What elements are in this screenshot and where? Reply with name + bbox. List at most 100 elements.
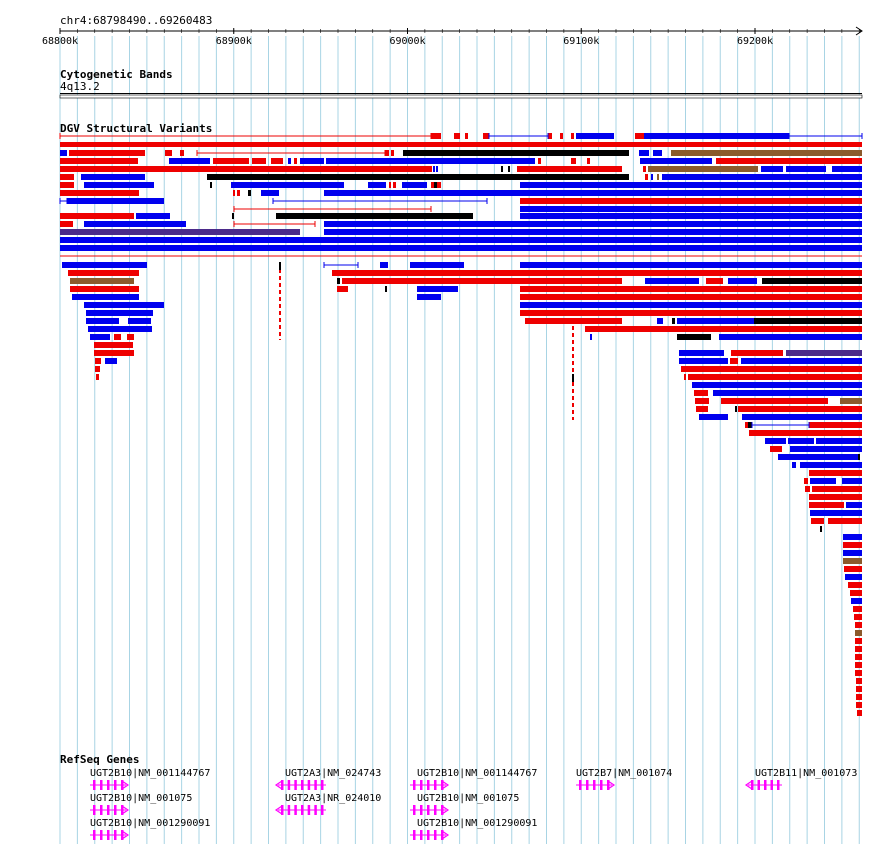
- sv-feature[interactable]: [845, 574, 862, 580]
- sv-feature[interactable]: [465, 133, 468, 139]
- sv-feature[interactable]: [434, 182, 437, 188]
- sv-feature[interactable]: [748, 422, 752, 428]
- sv-feature[interactable]: [590, 334, 592, 340]
- sv-feature[interactable]: [389, 182, 391, 188]
- sv-feature[interactable]: [645, 278, 699, 284]
- sv-feature[interactable]: [60, 221, 73, 227]
- sv-feature[interactable]: [417, 294, 441, 300]
- sv-feature[interactable]: [681, 366, 862, 372]
- sv-feature[interactable]: [520, 286, 862, 292]
- sv-feature[interactable]: [60, 190, 139, 196]
- sv-feature[interactable]: [520, 310, 862, 316]
- sv-feature[interactable]: [571, 158, 576, 164]
- sv-feature[interactable]: [840, 398, 862, 404]
- sv-feature[interactable]: [728, 278, 757, 284]
- sv-feature[interactable]: [792, 462, 796, 468]
- sv-feature[interactable]: [324, 229, 862, 235]
- sv-feature[interactable]: [60, 245, 862, 251]
- gene-model[interactable]: [274, 805, 326, 815]
- sv-feature[interactable]: [855, 622, 862, 628]
- sv-feature[interactable]: [454, 133, 460, 139]
- sv-feature[interactable]: [809, 422, 862, 428]
- gene-model[interactable]: [744, 780, 782, 790]
- sv-feature[interactable]: [855, 646, 862, 652]
- sv-feature[interactable]: [855, 662, 862, 668]
- sv-feature[interactable]: [252, 158, 266, 164]
- sv-feature[interactable]: [81, 174, 145, 180]
- sv-feature[interactable]: [576, 133, 614, 139]
- cytoband-band[interactable]: [59, 94, 863, 99]
- sv-feature[interactable]: [854, 614, 862, 620]
- sv-feature[interactable]: [856, 686, 862, 692]
- sv-feature[interactable]: [90, 334, 110, 340]
- sv-feature[interactable]: [86, 310, 153, 316]
- sv-feature[interactable]: [790, 446, 862, 452]
- gene-label[interactable]: UGT2B10|NM_001075: [417, 793, 519, 804]
- sv-feature[interactable]: [403, 150, 629, 156]
- sv-feature[interactable]: [731, 350, 783, 356]
- sv-feature[interactable]: [754, 318, 862, 324]
- sv-feature[interactable]: [721, 398, 828, 404]
- sv-feature[interactable]: [651, 174, 653, 180]
- sv-feature[interactable]: [856, 694, 862, 700]
- sv-feature[interactable]: [804, 478, 808, 484]
- sv-feature[interactable]: [213, 158, 249, 164]
- sv-feature[interactable]: [855, 638, 862, 644]
- sv-feature[interactable]: [332, 270, 862, 276]
- sv-feature[interactable]: [417, 286, 458, 292]
- gene-label[interactable]: UGT2A3|NR_024010: [285, 793, 381, 804]
- sv-feature[interactable]: [805, 486, 810, 492]
- sv-feature[interactable]: [520, 302, 862, 308]
- sv-feature[interactable]: [520, 294, 862, 300]
- sv-feature[interactable]: [671, 150, 862, 156]
- sv-feature[interactable]: [770, 446, 782, 452]
- sv-feature[interactable]: [809, 470, 862, 476]
- sv-feature[interactable]: [786, 350, 862, 356]
- sv-feature[interactable]: [410, 262, 464, 268]
- sv-feature[interactable]: [811, 518, 824, 524]
- sv-feature[interactable]: [525, 318, 622, 324]
- sv-feature[interactable]: [380, 262, 388, 268]
- sv-feature[interactable]: [706, 278, 723, 284]
- sv-feature[interactable]: [237, 190, 240, 196]
- sv-feature[interactable]: [94, 350, 134, 356]
- sv-feature[interactable]: [585, 326, 862, 332]
- sv-feature[interactable]: [816, 438, 862, 444]
- sv-feature[interactable]: [856, 702, 862, 708]
- sv-feature[interactable]: [857, 710, 862, 716]
- sv-feature[interactable]: [294, 158, 297, 164]
- gene-label[interactable]: UGT2B10|NM_001075: [90, 793, 192, 804]
- gene-model[interactable]: [576, 780, 616, 790]
- sv-feature[interactable]: [560, 133, 563, 139]
- sv-feature[interactable]: [385, 286, 387, 292]
- sv-feature[interactable]: [84, 302, 164, 308]
- sv-feature[interactable]: [679, 350, 724, 356]
- sv-feature[interactable]: [745, 422, 748, 428]
- gene-label[interactable]: UGT2A3|NM_024743: [285, 768, 381, 779]
- sv-feature[interactable]: [517, 166, 622, 172]
- sv-feature[interactable]: [324, 190, 862, 196]
- sv-feature[interactable]: [520, 182, 862, 188]
- sv-feature[interactable]: [84, 221, 186, 227]
- sv-feature[interactable]: [391, 150, 394, 156]
- sv-feature[interactable]: [431, 133, 441, 139]
- sv-feature[interactable]: [688, 374, 862, 380]
- sv-feature[interactable]: [855, 630, 862, 636]
- sv-feature[interactable]: [60, 237, 862, 243]
- sv-feature[interactable]: [828, 518, 862, 524]
- sv-feature[interactable]: [165, 150, 172, 156]
- sv-feature[interactable]: [520, 262, 862, 268]
- sv-feature[interactable]: [571, 133, 574, 139]
- sv-feature[interactable]: [832, 166, 862, 172]
- gene-model[interactable]: [410, 805, 450, 815]
- sv-feature[interactable]: [60, 150, 67, 156]
- gene-label[interactable]: UGT2B10|NM_001144767: [90, 768, 210, 779]
- sv-feature[interactable]: [853, 606, 862, 612]
- sv-feature[interactable]: [662, 174, 862, 180]
- sv-feature[interactable]: [778, 454, 858, 460]
- sv-feature[interactable]: [648, 166, 758, 172]
- gene-model[interactable]: [410, 780, 450, 790]
- sv-feature[interactable]: [856, 678, 862, 684]
- sv-feature[interactable]: [765, 438, 786, 444]
- sv-feature[interactable]: [437, 182, 441, 188]
